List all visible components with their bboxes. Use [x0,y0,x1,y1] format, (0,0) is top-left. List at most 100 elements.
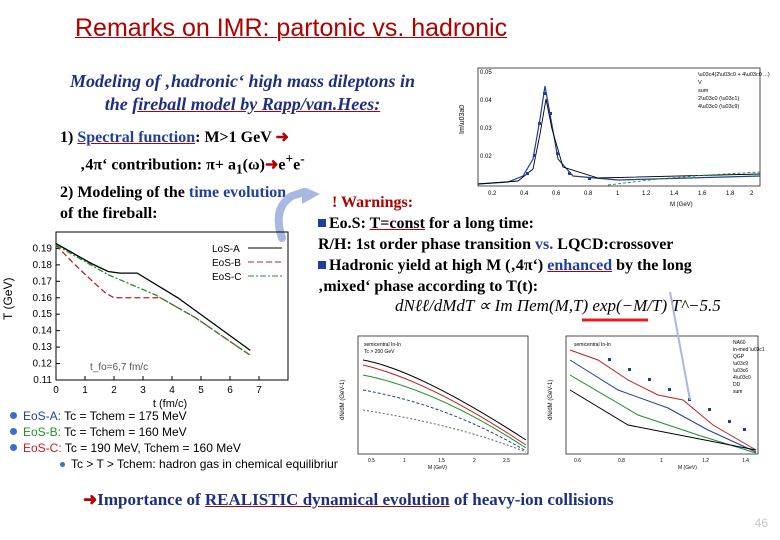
svg-text:1: 1 [660,458,663,464]
svg-text:0.4: 0.4 [520,191,529,197]
svg-text:2.5: 2.5 [503,458,510,464]
warnings-block: ! Warnings: Eo.S: T=const for a long tim… [318,192,758,297]
y-tick-label: 0.18 [33,260,53,271]
svg-text:QGP: QGP [733,354,745,360]
page-number: 46 [754,516,768,530]
bullet-icon [60,462,65,467]
w1-a: Eo.S: [329,215,370,232]
svg-text:1: 1 [403,458,406,464]
w2-b: vs. [535,236,554,253]
square-bullet-icon [318,219,326,227]
svg-text:M (GeV): M (GeV) [670,202,693,208]
item1-mass: : M>1 GeV [195,129,276,146]
svg-text:1: 1 [616,191,620,197]
eos-a-text: Tc = Tchem = 175 MeV [64,409,187,423]
legend-los-a: LoS-A [212,244,240,255]
connector-line [669,291,691,401]
x-tick-label: 1 [82,385,88,396]
svg-text:dN/dM (GeV-1): dN/dM (GeV-1) [548,380,554,420]
eos-row-c: EoS-C: Tc = 190 MeV, Tchem = 160 MeV [10,440,344,456]
svg-text:\u03c9: \u03c9 [733,361,748,367]
legend-eos-c: EoS-C [212,272,241,283]
svg-text:0.2: 0.2 [488,191,497,197]
eos-list: EoS-A: Tc = Tchem = 175 MeV EoS-B: Tc = … [10,408,344,472]
x-tick-label: 4 [169,385,175,396]
x-tick-label: 2 [111,385,117,396]
svg-text:0.03: 0.03 [480,126,492,132]
item1-plus: + [285,151,294,166]
series-line-los-a [55,242,251,351]
series-line-eos-b [55,244,251,356]
conclusion-line: ➜Importance of REALISTIC dynamical evolu… [83,490,613,510]
svg-text:2\u03c0 (\u03c1): 2\u03c0 (\u03c1) [698,96,739,102]
intro-text: Modeling of ‚hadronic‘ high mass dilepto… [40,70,445,116]
x-tick-label: 0 [53,385,59,396]
item1-num: 1) [60,129,78,146]
svg-text:\u03c4(2\u03c0 + 4\u03c0 ...): \u03c4(2\u03c0 + 4\u03c0 ...) [698,72,770,78]
svg-text:dN/dM (GeV-1): dN/dM (GeV-1) [340,380,346,420]
item1-e1: e [278,156,286,174]
item1-spectral: Spectral function [77,129,196,146]
eos-a-name: EoS-A: [23,409,62,423]
y-tick-label: 0.19 [33,243,53,254]
item-time-evolution: 2) Modeling of the time evolution of the… [60,182,286,224]
formula-highlight [582,318,648,322]
svg-text:1.8: 1.8 [726,191,735,197]
intro-line-2: the fireball model by Rapp/van.Hees: [40,93,445,116]
spectral-plot: Im\u03a0 0.05 0.04 0.03 0.02 0.2 0.4 0.6 0.8 1… [458,64,773,214]
bullet-icon [10,428,17,435]
temperature-chart: T (GeV) 0.11 0.12 0.13 0.14 0.15 0.16 0.17 0.18… [1,231,289,410]
svg-text:semicentral In-In: semicentral In-In [574,342,611,348]
square-bullet-icon [318,261,326,269]
intro-line-1: Modeling of ‚hadronic‘ high mass dilepto… [69,71,416,91]
item2-time-evolution: time evolution [188,184,287,201]
eos-b-name: EoS-B: [23,425,62,439]
warnings-header: ! Warnings: [332,194,414,211]
eos-row-a: EoS-A: Tc = Tchem = 175 MeV [10,408,344,424]
eos-row-hadron: Tc > T > Tchem: hadron gas in chemical e… [10,456,344,472]
eos-c-text: Tc = 190 MeV, Tchem = 160 MeV [64,441,241,455]
conclusion-b: REALISTIC dynamical evolution [204,490,450,509]
legend-eos-b: EoS-B [212,258,241,269]
item1-contrib: ‚4π‘ contribution: π+ a [80,156,236,174]
arrow-icon: ➜ [265,156,279,174]
svg-text:0.6: 0.6 [574,458,581,464]
svg-text:in-med \u03c1: in-med \u03c1 [733,347,765,353]
svg-text:Tc > 200 GeV: Tc > 200 GeV [364,349,395,355]
svg-text:sum: sum [733,389,742,395]
eos-hadron-text: Tc > T > Tchem: hadron gas in chemical e… [71,457,344,471]
svg-text:DD: DD [733,382,741,388]
bullet-icon [10,444,17,451]
conclusion-c: of heavy-ion collisions [449,490,614,509]
svg-text:1.4: 1.4 [742,458,749,464]
item1-minus: - [300,151,305,166]
w1-c: for a long time: [424,215,534,232]
svg-text:1.2: 1.2 [702,458,709,464]
item2-fireball: of the fireball: [60,205,158,222]
svg-text:semicentral In-In: semicentral In-In [364,342,401,348]
w3-a: Hadronic yield at high M (‚4π‘) [329,257,548,274]
svg-text:M (GeV): M (GeV) [678,465,697,470]
svg-text:1.2: 1.2 [642,191,651,197]
svg-text:4\u03c0 (\u03c9): 4\u03c0 (\u03c9) [698,104,739,110]
x-tick-label: 7 [256,385,262,396]
svg-text:1.4: 1.4 [670,191,679,197]
item2-a: 2) Modeling of the [60,184,189,201]
dilepton-plots: dN/dM (GeV-1) 0.5 1 1.5 2 2.5 M (GeV) semice… [338,330,768,470]
w4: ‚mixed‘ phase according to T(t): [318,278,539,295]
svg-text:0.8: 0.8 [618,458,625,464]
y-tick-label: 0.12 [33,359,53,370]
slide-title: Remarks on IMR: partonic vs. hadronic [75,14,508,42]
chart-ylabel: T (GeV) [1,278,15,320]
eos-row-b: EoS-B: Tc = Tchem = 160 MeV [10,424,344,440]
svg-text:1.5: 1.5 [438,458,445,464]
rate-formula: dNℓℓ/dMdT ∝ Im Πem(M,T) exp(−M/T) T^−5.5 [395,296,721,315]
svg-text:V: V [698,80,702,86]
y-tick-label: 0.14 [33,326,53,337]
svg-text:0.05: 0.05 [480,70,492,76]
svg-text:2: 2 [750,191,754,197]
w2-a: R/H: 1st order phase transition [318,236,536,253]
item1-sub: 1 [235,161,243,177]
y-tick-label: 0.11 [33,375,52,386]
svg-text:0.8: 0.8 [584,191,593,197]
